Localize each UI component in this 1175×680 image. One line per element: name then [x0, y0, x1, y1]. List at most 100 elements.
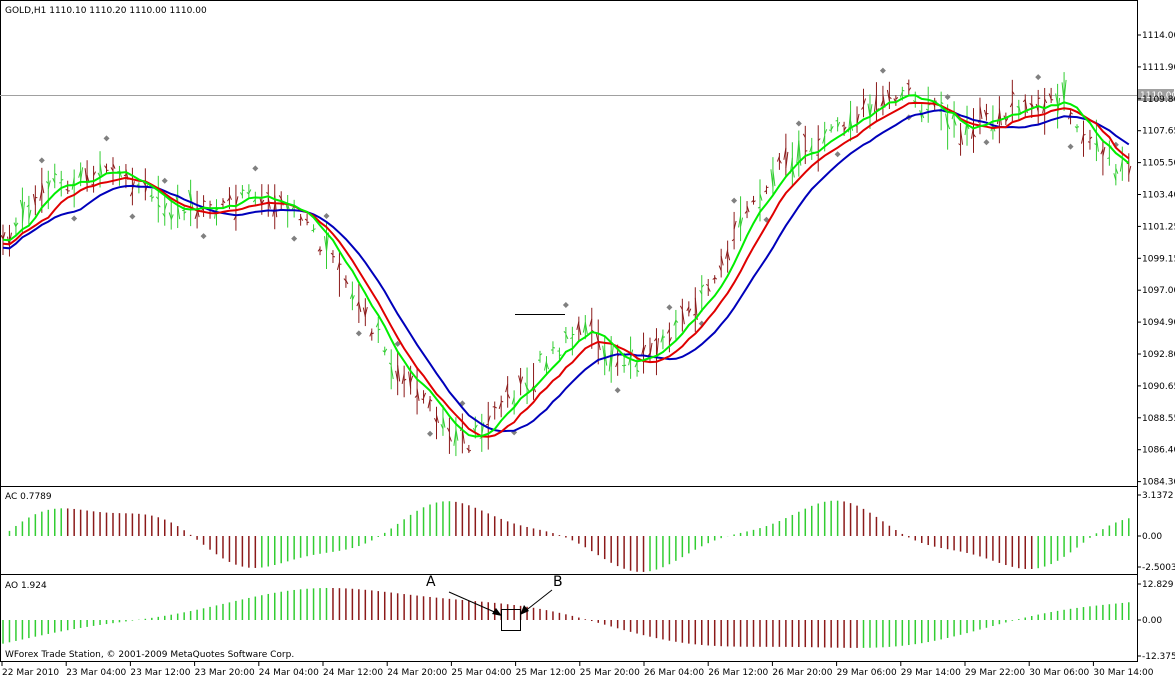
price-bar-open	[466, 447, 470, 451]
price-bar-open	[511, 397, 515, 405]
price-bar-close	[947, 123, 951, 130]
price-bar-open	[414, 394, 418, 398]
price-bar-open	[764, 190, 767, 193]
price-bar-close	[183, 211, 187, 214]
price-bar-close	[559, 354, 562, 357]
price-bar-open	[751, 199, 754, 203]
price-bar-open	[486, 423, 489, 426]
price-bar-open	[1113, 173, 1117, 181]
price-bar-close	[584, 321, 588, 335]
price-bar-open	[45, 181, 49, 184]
fractal-marker	[666, 304, 673, 311]
price-bar-open	[906, 82, 910, 85]
main-ytick-label: 1084.30	[1142, 478, 1175, 488]
price-bar-close	[410, 375, 414, 383]
price-bar-open	[330, 252, 334, 256]
fractal-marker	[200, 233, 207, 240]
price-bar-open	[395, 370, 399, 382]
price-bar-open	[252, 198, 256, 203]
price-bar-open	[1029, 102, 1033, 106]
price-bar-close	[714, 277, 718, 280]
price-bar-open	[576, 321, 580, 331]
price-bar-close	[170, 214, 174, 220]
price-bar-close	[423, 392, 427, 399]
price-bar-close	[442, 416, 446, 428]
price-bar-open	[731, 238, 735, 242]
price-bar-open	[388, 362, 392, 365]
fractal-markers	[38, 67, 1119, 437]
price-bar-close	[759, 193, 763, 201]
price-bar-open	[654, 337, 657, 342]
price-bar-close	[190, 194, 194, 208]
price-bar-close	[248, 189, 252, 194]
price-bar-close	[720, 255, 724, 266]
price-bar-close	[1089, 136, 1093, 140]
price-bar-close	[1011, 91, 1015, 95]
price-bar-close	[908, 87, 912, 91]
price-bar-open	[498, 402, 502, 410]
price-bar-close	[953, 118, 957, 126]
price-bar-open	[1035, 103, 1039, 112]
price-bar-open	[220, 203, 224, 206]
xtick-label: 26 Mar 04:00	[644, 668, 704, 678]
chart-header: GOLD,H1 1110.10 1110.20 1110.00 1110.00	[5, 6, 207, 16]
price-bar-open	[634, 361, 638, 368]
price-bar-close	[688, 308, 692, 314]
price-bar-close	[778, 159, 782, 164]
main-ytick-label: 1109.80	[1142, 95, 1175, 105]
price-bar-close	[500, 400, 504, 403]
arrow-a-line	[448, 591, 500, 615]
price-bar-open	[809, 145, 813, 153]
price-bar-close	[546, 362, 549, 370]
price-bar-open	[1119, 159, 1123, 172]
price-bar-open	[472, 428, 476, 432]
price-bar-close	[746, 205, 750, 213]
price-bar-close	[358, 302, 362, 313]
fractal-marker	[834, 151, 841, 158]
xtick-label: 22 Mar 2010	[2, 668, 59, 678]
price-bar-close	[378, 328, 381, 331]
price-bar-close	[707, 287, 711, 292]
price-bar-close	[403, 378, 407, 381]
fractal-marker	[795, 120, 802, 127]
price-bar-close	[474, 424, 478, 429]
main-ytick-label: 1086.40	[1142, 446, 1175, 456]
price-bar-open	[149, 194, 153, 197]
price-bar-close	[371, 332, 374, 335]
price-bar-open	[369, 331, 373, 337]
price-bar-open	[958, 143, 961, 146]
price-bar-close	[1057, 97, 1061, 115]
main-ytick-label: 1099.15	[1142, 254, 1175, 264]
price-bar-open	[1081, 134, 1084, 144]
xtick-label: 25 Mar 04:00	[451, 668, 511, 678]
price-bar-open	[408, 371, 412, 389]
fractal-marker	[103, 135, 110, 142]
ac-axis: 3.1372 0.00 -2.5003	[1137, 491, 1175, 573]
xtick-label: 30 Mar 06:00	[1029, 668, 1089, 678]
price-bar-close	[940, 102, 944, 105]
price-bar-open	[453, 430, 457, 446]
arrow-b-head	[520, 605, 529, 615]
main-ytick-label: 1090.65	[1142, 382, 1175, 392]
price-bar-open	[0, 234, 4, 240]
time-axis: 22 Mar 2010 23 Mar 04:00 23 Mar 12:00 23 Ma…	[1, 662, 1154, 678]
arrow-b-line	[523, 589, 553, 613]
price-bar-open	[110, 167, 114, 172]
price-bar-close	[895, 97, 899, 100]
price-bar-open	[123, 174, 127, 177]
price-bar-close	[2, 231, 6, 241]
price-bar-open	[1087, 141, 1091, 143]
ao-ytick-label: 12.829	[1142, 580, 1174, 590]
price-bar-close	[164, 203, 168, 210]
price-bar-open	[589, 318, 593, 327]
price-bar-close	[313, 228, 316, 231]
price-bar-close	[99, 163, 103, 177]
xtick-label: 24 Mar 20:00	[387, 668, 447, 678]
fractal-marker	[944, 94, 951, 101]
xtick-label: 24 Mar 04:00	[259, 668, 319, 678]
ao-indicator-label: AO 1.924	[5, 581, 47, 591]
price-bar-close	[494, 406, 497, 409]
price-bar-open	[421, 398, 424, 401]
